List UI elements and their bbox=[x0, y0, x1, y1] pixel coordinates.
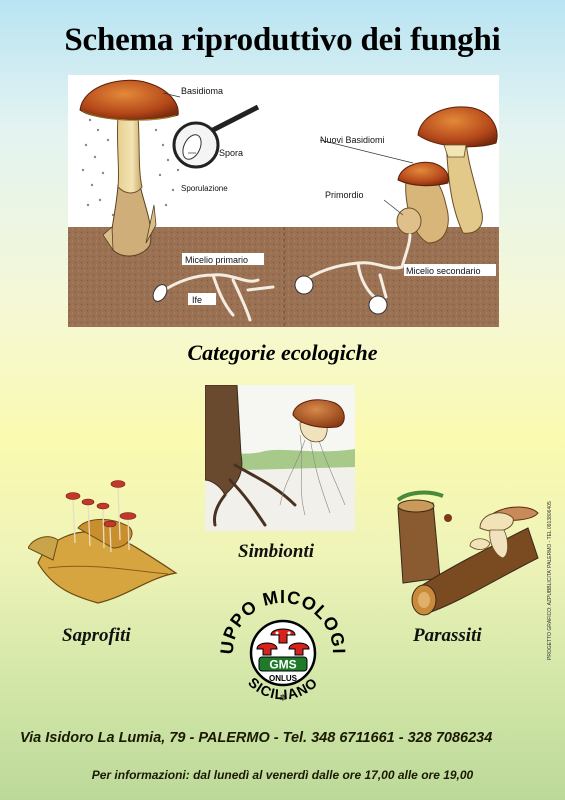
label-primordio: Primordio bbox=[325, 190, 364, 200]
address-line: Via Isidoro La Lumia, 79 - PALERMO - Tel… bbox=[20, 730, 493, 746]
label-saprofiti: Saprofiti bbox=[62, 625, 131, 646]
label-nuovi-basidiomi: Nuovi Basidiomi bbox=[320, 135, 385, 145]
logo-star-icon: ✵ bbox=[279, 693, 287, 704]
gms-logo: GRUPPO MICOLOGICO SICILIANO GMS ONLUS ✵ bbox=[219, 575, 347, 704]
logo-gms: GMS bbox=[269, 658, 296, 672]
mycelium bbox=[158, 233, 412, 322]
primordio-bud bbox=[396, 207, 422, 235]
info-hours: Per informazioni: dal lunedì al venerdì … bbox=[91, 768, 474, 782]
design-credit: PROGETTO GRAFICO: AZPUBBLICITA' PALERMO … bbox=[547, 501, 553, 660]
section-subtitle: Categorie ecologiche bbox=[187, 340, 378, 365]
basidioma-mushroom bbox=[79, 79, 179, 257]
label-simbionti: Simbionti bbox=[238, 541, 315, 562]
label-parassiti: Parassiti bbox=[413, 625, 482, 646]
saprofiti-illustration bbox=[28, 480, 178, 604]
new-basidiomi bbox=[396, 106, 498, 244]
magnifier-icon bbox=[172, 104, 260, 169]
simbionti-illustration bbox=[205, 385, 355, 531]
parassiti-illustration bbox=[396, 490, 539, 616]
label-sporulazione: Sporulazione bbox=[181, 184, 228, 193]
label-ife: Ife bbox=[192, 295, 202, 305]
poster-title: Schema riproduttivo dei funghi bbox=[64, 22, 501, 58]
label-spora: Spora bbox=[219, 148, 243, 158]
label-basidioma: Basidioma bbox=[181, 86, 223, 96]
reproductive-diagram: Basidioma Spora Sporulazione Nuovi Basid… bbox=[68, 75, 499, 327]
logo-onlus: ONLUS bbox=[269, 674, 298, 683]
label-micelio-primario: Micelio primario bbox=[185, 255, 248, 265]
label-micelio-secondario: Micelio secondario bbox=[406, 266, 481, 276]
spore-cloud bbox=[81, 118, 180, 217]
